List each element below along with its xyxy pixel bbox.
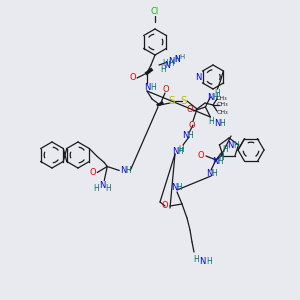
Text: O: O [162,202,168,211]
Text: H: H [160,64,166,74]
Text: H: H [187,131,193,140]
Text: H: H [178,145,184,154]
Text: H: H [217,158,223,166]
Text: H: H [222,145,228,154]
Text: H: H [105,184,111,193]
Text: H: H [93,184,99,193]
Text: H: H [168,58,174,68]
Text: N: N [199,257,205,266]
Text: CH₃: CH₃ [216,110,228,115]
Text: O: O [198,151,204,160]
Text: H: H [179,54,184,60]
Text: N: N [207,92,214,101]
Text: N: N [168,56,174,65]
Text: H: H [193,256,199,265]
Text: H: H [162,58,168,68]
Text: H: H [208,116,214,125]
Text: H: H [206,257,212,266]
Text: N: N [174,56,180,64]
Text: N: N [120,166,126,175]
Text: N: N [144,82,150,91]
Text: N: N [206,169,212,178]
Text: H: H [220,118,225,127]
Text: O: O [90,168,97,177]
Text: CH₃: CH₃ [215,97,227,101]
Text: O: O [189,122,195,130]
Text: O: O [186,106,193,115]
Text: O: O [163,85,169,94]
Text: CH₃: CH₃ [216,103,228,107]
Text: H: H [177,146,183,155]
Text: N: N [164,61,170,70]
Text: O: O [130,73,136,82]
Text: H: H [212,92,218,101]
Text: H: H [214,88,220,98]
Text: N: N [171,184,177,193]
Text: H: H [218,154,224,163]
Text: N: N [227,142,233,151]
Text: S: S [181,96,187,106]
Text: N: N [172,146,178,155]
Text: N: N [212,158,218,166]
Text: H: H [125,166,131,175]
Text: Cl: Cl [151,8,159,16]
Text: H: H [211,169,217,178]
Text: N: N [182,131,188,140]
Text: N: N [195,73,201,82]
Text: H: H [176,184,182,193]
Text: H: H [233,142,239,151]
Text: N: N [99,181,105,190]
Text: H: H [150,82,156,91]
Text: N: N [214,118,220,127]
Text: S: S [169,96,175,106]
Text: H: H [174,55,180,64]
